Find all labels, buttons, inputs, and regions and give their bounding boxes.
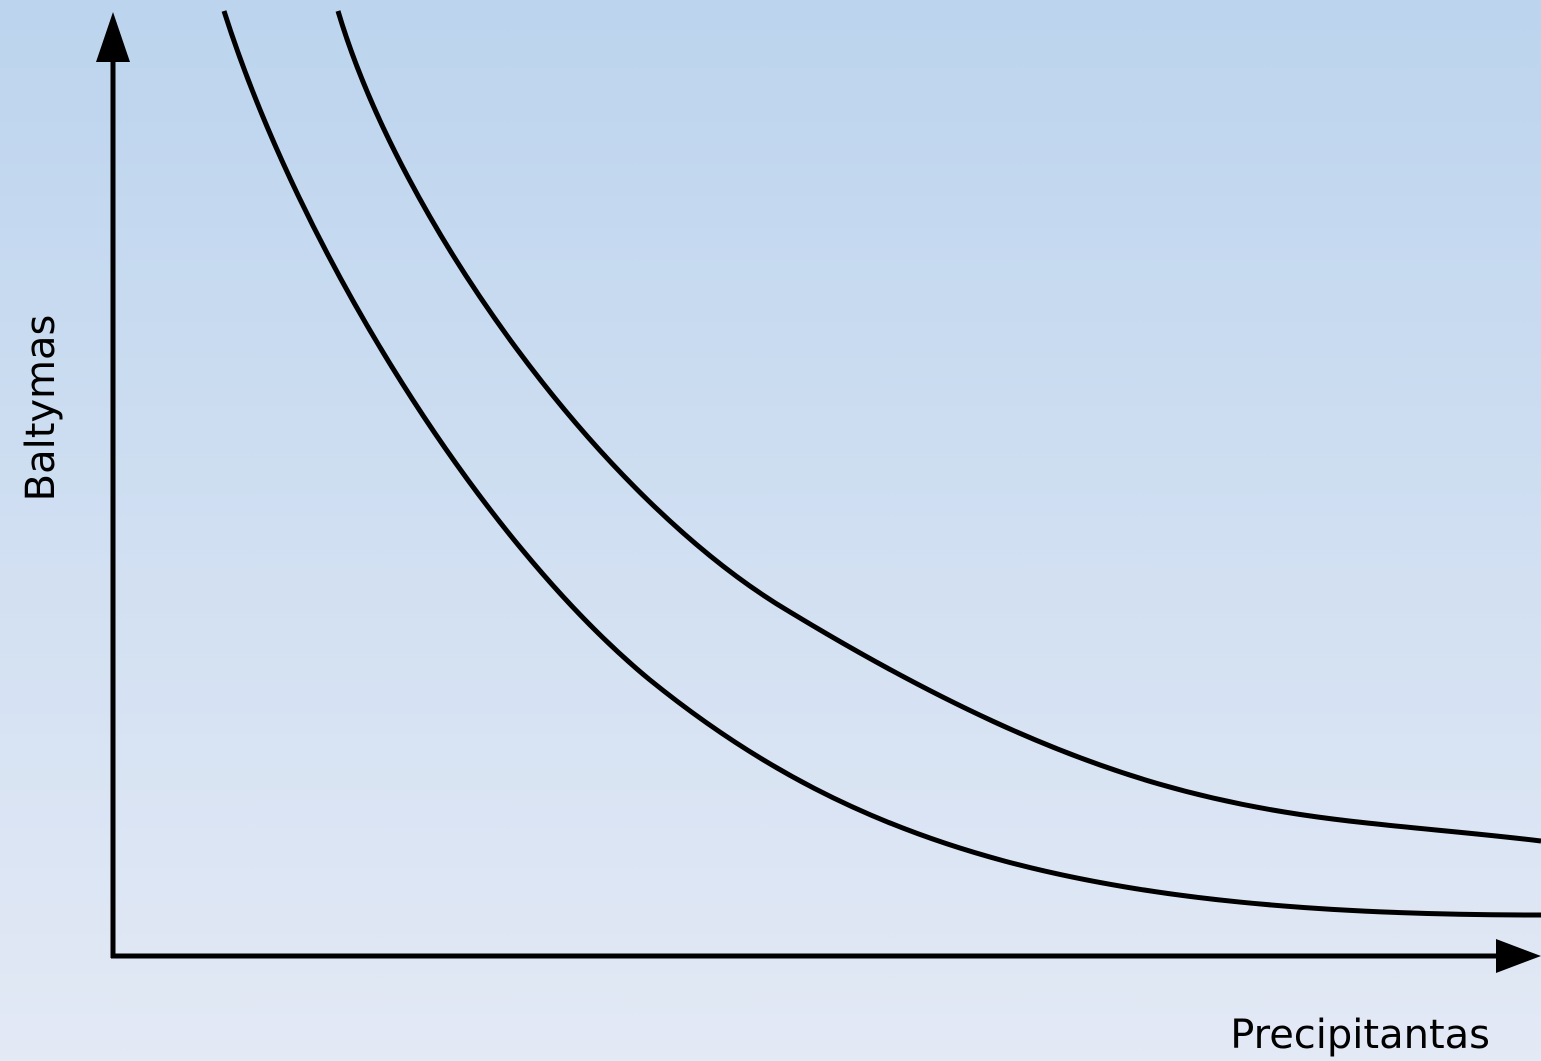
upper-curve	[335, 10, 1541, 844]
y-axis-arrow-icon	[96, 12, 130, 62]
x-axis-label: Precipitantas	[1230, 1012, 1490, 1058]
x-axis-arrow-icon	[1496, 939, 1541, 973]
y-axis-label: Baltymas	[18, 315, 64, 502]
lower-curve	[221, 10, 1541, 918]
